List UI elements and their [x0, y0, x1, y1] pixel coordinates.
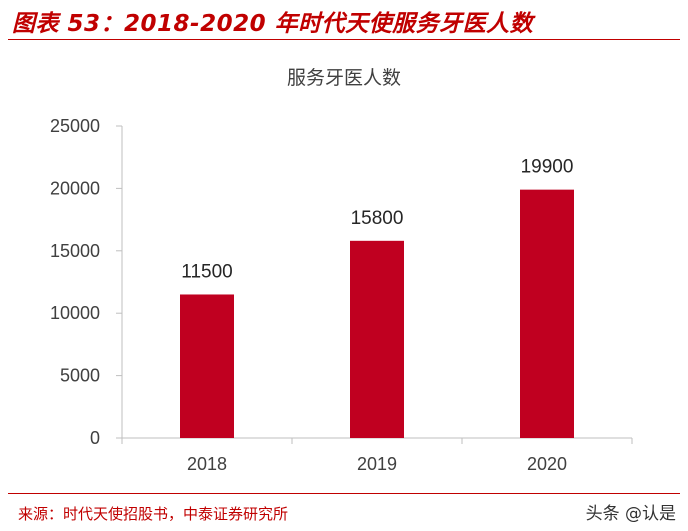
- source-note: 来源：时代天使招股书，中泰证券研究所: [18, 505, 289, 523]
- y-tick-label: 25000: [50, 116, 100, 136]
- data-label: 11500: [181, 261, 232, 282]
- bar-2018: [180, 294, 234, 438]
- watermark: 头条 @认是: [585, 504, 676, 524]
- chart-title: 服务牙医人数: [286, 67, 401, 89]
- y-tick-label: 5000: [60, 366, 100, 386]
- x-tick-label: 2018: [187, 454, 227, 474]
- y-tick-label: 15000: [50, 241, 100, 261]
- bar-2020: [520, 189, 574, 438]
- y-tick-label: 10000: [50, 303, 100, 323]
- bar-chart: 0 5000 10000 15000 20000 25000 11500 2018 15800 2…: [50, 116, 633, 474]
- x-tick-label: 2020: [527, 454, 567, 474]
- y-tick-label: 0: [90, 428, 100, 448]
- figure-title: 图表 53：2018-2020 年时代天使服务牙医人数: [12, 11, 534, 37]
- bottom-divider: [8, 493, 680, 494]
- x-tick-label: 2019: [357, 454, 397, 474]
- y-tick-label: 20000: [50, 178, 100, 198]
- bar-2019: [350, 240, 404, 438]
- top-divider: [8, 39, 680, 40]
- data-label: 19900: [521, 157, 574, 178]
- data-label: 15800: [351, 208, 404, 229]
